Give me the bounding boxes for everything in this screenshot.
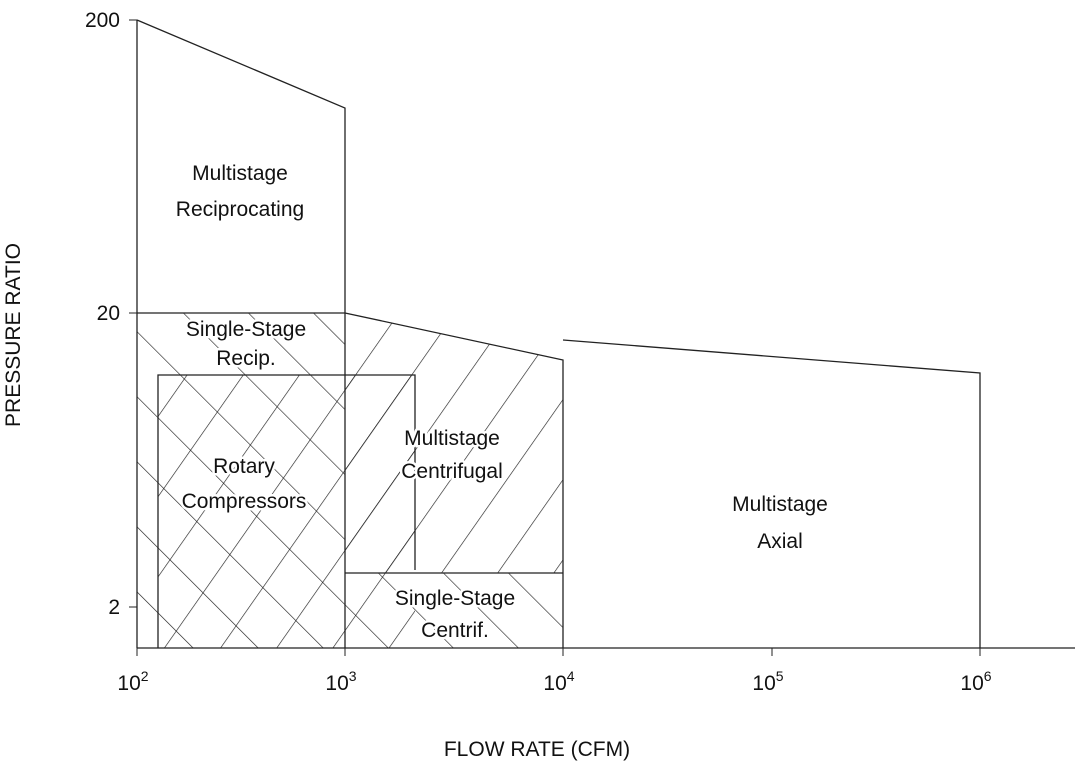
tick-base: 10 xyxy=(117,672,140,695)
x-tick-label: 102 xyxy=(117,668,148,695)
region-label: Rotary xyxy=(213,455,275,478)
region-label: Single-Stage xyxy=(395,587,515,610)
tick-exponent: 5 xyxy=(776,668,784,684)
dynamic: 102 103 104 105 106200202MultistageReciproca… xyxy=(85,9,992,695)
tick-exponent: 3 xyxy=(349,668,357,684)
tick-exponent: 4 xyxy=(567,668,575,684)
x-axis-label: FLOW RATE (CFM) xyxy=(444,738,630,761)
y-tick-label: 20 xyxy=(97,302,120,325)
hatching xyxy=(137,313,563,648)
tick-base: 10 xyxy=(960,672,983,695)
region-label: Multistage xyxy=(192,162,288,185)
region-label: Compressors xyxy=(182,490,307,513)
y-tick-label: 200 xyxy=(85,9,120,32)
x-tick-label: 104 xyxy=(543,668,574,695)
x-tick-label: 106 xyxy=(960,668,991,695)
x-tick-label: 105 xyxy=(752,668,783,695)
tick-base: 10 xyxy=(543,672,566,695)
x-tick-label: 103 xyxy=(325,668,356,695)
region-label: Multistage xyxy=(732,493,828,516)
y-axis-label: PRESSURE RATIO xyxy=(2,243,25,427)
region-label: Centrif. xyxy=(421,619,489,642)
y-tick-label: 2 xyxy=(108,596,120,619)
region-label: Recip. xyxy=(216,347,276,370)
region-label: Centrifugal xyxy=(401,460,503,483)
axes xyxy=(136,20,1075,649)
region-outlines xyxy=(136,19,981,648)
region-label: Reciprocating xyxy=(176,198,304,221)
tick-exponent: 6 xyxy=(984,668,992,684)
region-label: Multistage xyxy=(404,427,500,450)
tick-exponent: 2 xyxy=(141,668,149,684)
region-label: Single-Stage xyxy=(186,318,306,341)
region-label: Axial xyxy=(757,530,803,553)
tick-base: 10 xyxy=(752,672,775,695)
tick-base: 10 xyxy=(325,672,348,695)
